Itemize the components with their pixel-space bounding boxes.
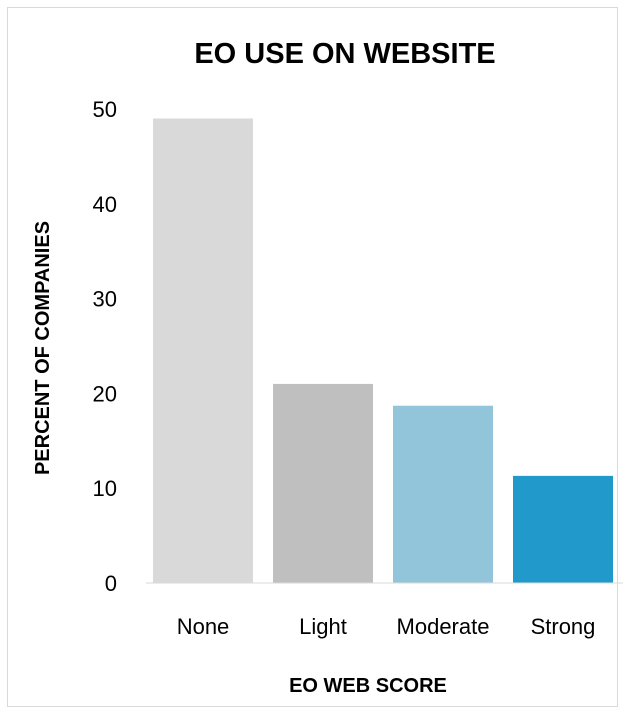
y-tick-label: 20 (93, 381, 117, 406)
y-tick-label: 0 (105, 571, 117, 596)
y-axis-title: PERCENT OF COMPANIES (32, 221, 54, 475)
y-tick-label: 10 (93, 476, 117, 501)
x-axis-title: EO WEB SCORE (289, 675, 447, 697)
y-tick-label: 50 (93, 97, 117, 122)
bar-light (273, 383, 373, 583)
chart-frame (7, 7, 618, 707)
y-tick-label: 30 (93, 287, 117, 312)
x-tick-label: None (177, 614, 230, 639)
bar-moderate (393, 405, 493, 583)
bar-none (153, 118, 253, 583)
x-tick-label: Strong (531, 614, 596, 639)
x-tick-label: Moderate (397, 614, 490, 639)
y-tick-label: 40 (93, 192, 117, 217)
chart-title: EO USE ON WEBSITE (194, 38, 495, 70)
x-tick-label: Light (299, 614, 347, 639)
bar-strong (513, 475, 613, 583)
